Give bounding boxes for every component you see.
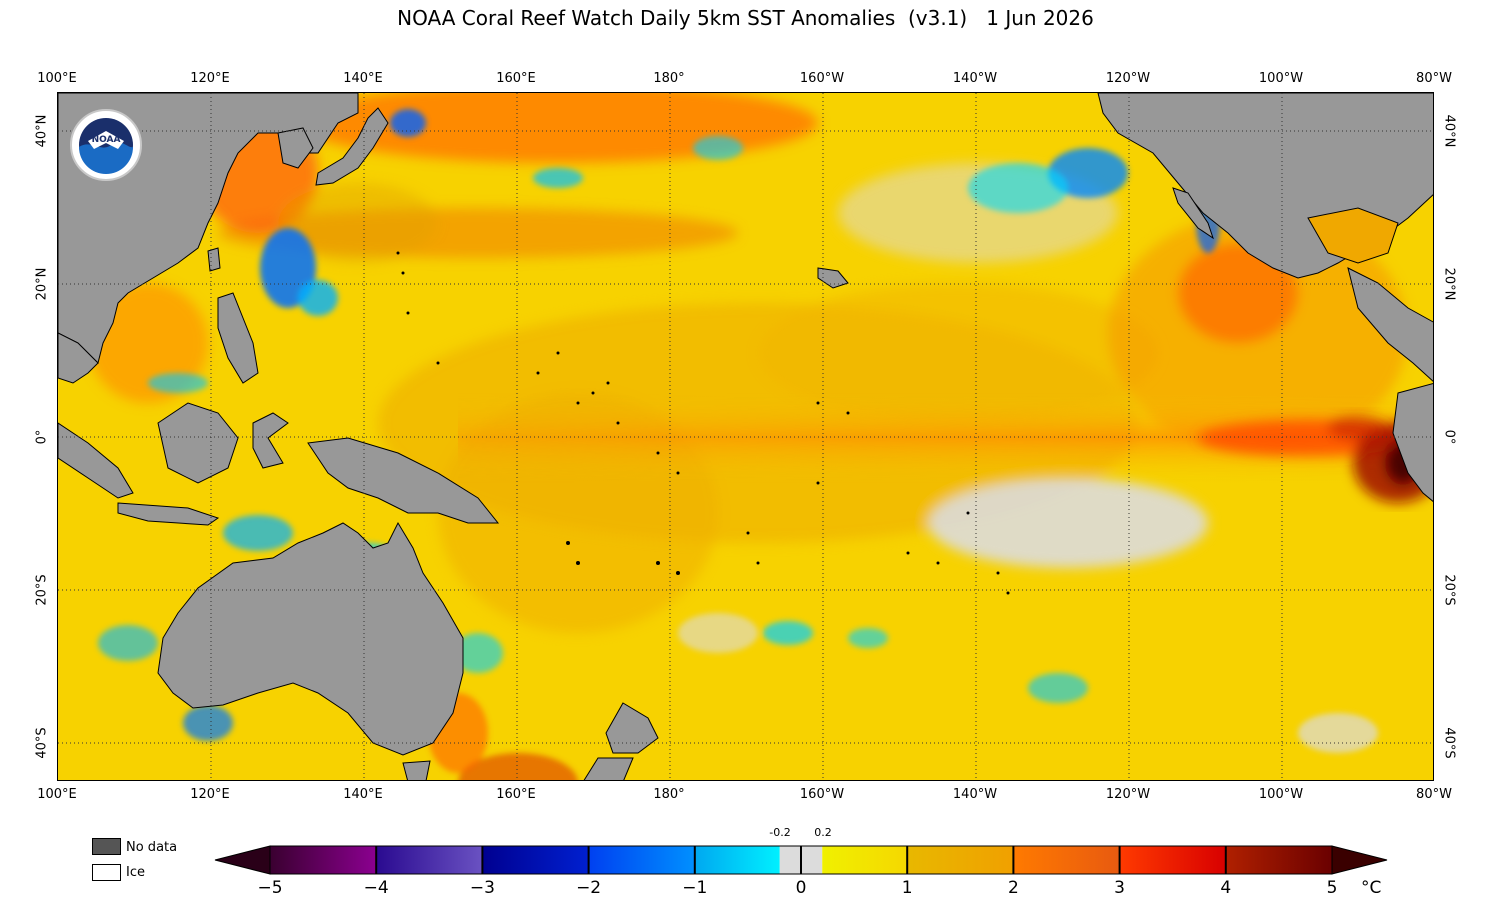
longitude-label-top: 140°E bbox=[343, 71, 383, 86]
map-title: NOAA Coral Reef Watch Daily 5km SST Anom… bbox=[397, 6, 1094, 30]
indochina-land bbox=[58, 332, 99, 384]
japan-land bbox=[315, 107, 389, 186]
longitude-label-bottom: 140°W bbox=[952, 787, 998, 802]
longitude-label-top: 160°W bbox=[799, 71, 845, 86]
longitude-label-top: 120°W bbox=[1105, 71, 1151, 86]
colorbar-extend-high bbox=[1331, 845, 1388, 875]
colorbar-segment bbox=[376, 846, 483, 874]
longitude-label-bottom: 160°W bbox=[799, 787, 845, 802]
sumatra-land bbox=[58, 422, 134, 499]
island-outlines bbox=[396, 251, 1010, 595]
no-data-label: No data bbox=[126, 840, 178, 855]
ice-swatch bbox=[92, 864, 121, 881]
colorbar-segment bbox=[270, 846, 377, 874]
colorbar-tick-label: −4 bbox=[363, 878, 389, 898]
longitude-label-top: 80°W bbox=[1416, 71, 1452, 86]
korea-land bbox=[277, 127, 314, 169]
longitude-label-bottom: 160°E bbox=[496, 787, 536, 802]
graticule bbox=[58, 93, 1433, 780]
colorbar bbox=[214, 845, 1388, 875]
latitude-label-right: 0° bbox=[1441, 429, 1457, 445]
longitude-label-bottom: 100°E bbox=[37, 787, 77, 802]
latitude-label-left: 20°S bbox=[34, 574, 50, 606]
latitude-label-left: 40°S bbox=[34, 727, 50, 759]
colorbar-segment bbox=[907, 846, 1014, 874]
longitude-label-bottom: 120°W bbox=[1105, 787, 1151, 802]
noaa-logo-text: NOAA bbox=[92, 135, 121, 145]
colorbar-extend-low bbox=[214, 845, 271, 875]
colorbar-segment bbox=[822, 846, 908, 874]
philippines-land bbox=[217, 292, 259, 384]
colorbar-tick-label: −5 bbox=[257, 878, 283, 898]
longitude-label-top: 100°W bbox=[1258, 71, 1304, 86]
longitude-label-bottom: 140°E bbox=[343, 787, 383, 802]
longitude-label-top: 180° bbox=[653, 71, 685, 86]
colorbar-tick-label: 4 bbox=[1220, 878, 1232, 898]
longitude-label-top: 100°E bbox=[37, 71, 77, 86]
borneo-land bbox=[157, 402, 239, 484]
sst-anomaly-map: NOAA bbox=[57, 92, 1434, 781]
ice-label: Ice bbox=[126, 865, 145, 880]
colorbar-segment bbox=[482, 846, 589, 874]
colorbar-tick-label: 5 bbox=[1326, 878, 1338, 898]
colorbar-tick-label: −1 bbox=[682, 878, 708, 898]
colorbar-tick-label: 0 bbox=[795, 878, 807, 898]
longitude-label-bottom: 80°W bbox=[1416, 787, 1452, 802]
colorbar-segment bbox=[1225, 846, 1332, 874]
colorbar-tick-label: −2 bbox=[576, 878, 602, 898]
latitude-label-right: 40°N bbox=[1441, 114, 1457, 148]
no-data-swatch bbox=[92, 838, 121, 855]
longitude-label-top: 120°E bbox=[190, 71, 230, 86]
latitude-label-left: 0° bbox=[34, 429, 50, 445]
longitude-label-bottom: 180° bbox=[653, 787, 685, 802]
longitude-label-top: 140°W bbox=[952, 71, 998, 86]
latitude-label-left: 20°N bbox=[34, 267, 50, 301]
colorbar-tick-label: −3 bbox=[469, 878, 495, 898]
new-zealand-land bbox=[605, 702, 659, 754]
latitude-label-right: 20°N bbox=[1441, 267, 1457, 301]
latitude-label-right: 20°S bbox=[1441, 574, 1457, 606]
colorbar-tick-label: 2 bbox=[1007, 878, 1019, 898]
colorbar-segment bbox=[588, 846, 695, 874]
colorbar-tick-label: 3 bbox=[1114, 878, 1126, 898]
longitude-label-top: 160°E bbox=[496, 71, 536, 86]
latitude-label-right: 40°S bbox=[1441, 727, 1457, 759]
colorbar-segment bbox=[1119, 846, 1226, 874]
south-america-land bbox=[1392, 383, 1433, 502]
colorbar-unit: °C bbox=[1361, 878, 1382, 898]
colorbar-tick-label: 1 bbox=[901, 878, 913, 898]
noaa-logo: NOAA bbox=[70, 109, 142, 181]
colorbar-label-minus-0-2: -0.2 bbox=[769, 826, 791, 839]
new-guinea-land bbox=[307, 437, 500, 524]
colorbar-segment bbox=[694, 846, 780, 874]
longitude-label-bottom: 100°W bbox=[1258, 787, 1304, 802]
latitude-label-left: 40°N bbox=[34, 114, 50, 148]
longitude-label-bottom: 120°E bbox=[190, 787, 230, 802]
colorbar-label-plus-0-2: 0.2 bbox=[814, 826, 832, 839]
australia-land bbox=[157, 521, 464, 756]
colorbar-segment bbox=[1013, 846, 1120, 874]
